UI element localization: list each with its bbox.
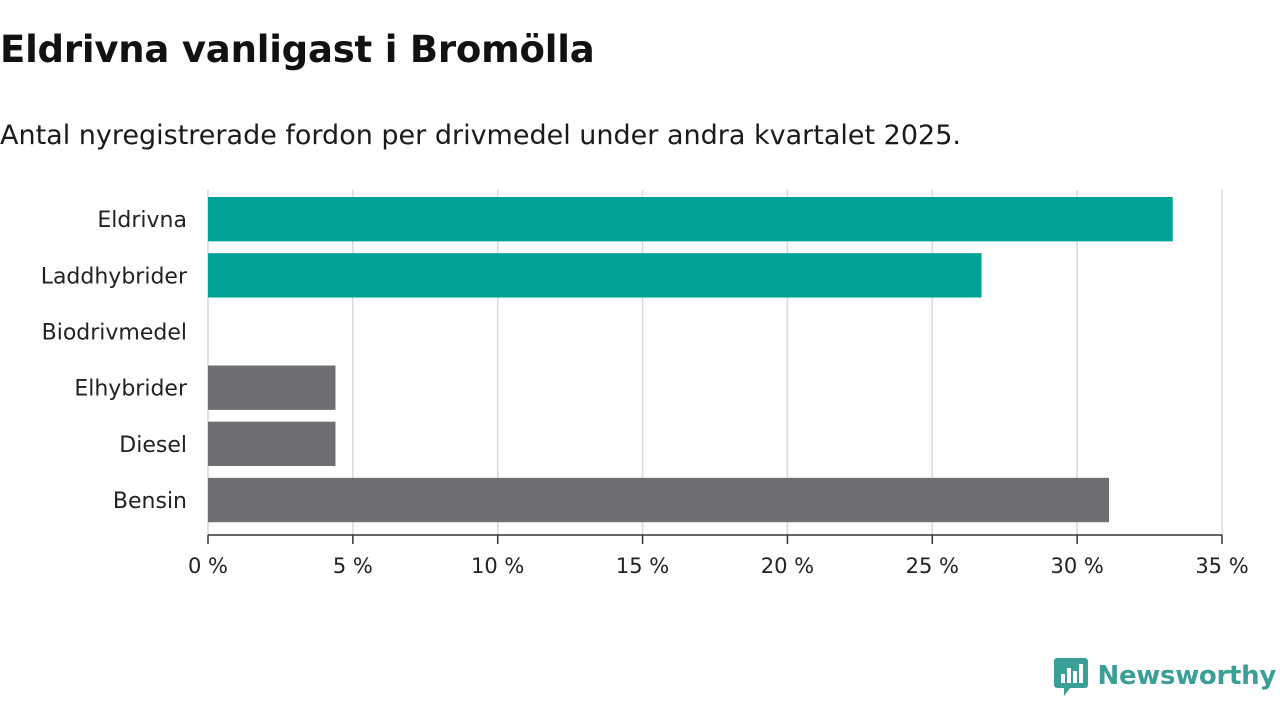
x-tick-label: 35 % — [1195, 554, 1248, 578]
gridlines — [207, 190, 1223, 535]
category-label: Elhybrider — [74, 377, 188, 402]
x-tick-label: 30 % — [1050, 554, 1103, 578]
chart-title: Eldrivna vanligast i Bromölla — [0, 28, 595, 71]
category-label: Diesel — [119, 433, 187, 458]
x-tick-label: 25 % — [906, 554, 959, 578]
category-labels: Eldrivna Laddhybrider Biodrivmedel Elhybrid… — [41, 208, 188, 514]
bar-diesel — [208, 421, 336, 467]
bar-elhybrider — [208, 365, 336, 410]
bars — [208, 197, 1173, 523]
x-tick-label: 5 % — [333, 554, 373, 578]
newsworthy-logo-icon — [1053, 658, 1088, 696]
newsworthy-brand: Newsworthy — [1053, 656, 1277, 696]
category-label: Eldrivna — [97, 208, 187, 233]
category-label: Biodrivmedel — [42, 321, 187, 346]
bar-bensin — [208, 477, 1110, 523]
x-tick-label: 0 % — [188, 554, 228, 578]
bar-chart: 0 % 5 % 10 % 15 % 20 % 25 % 30 % 35 % Eldrivna L… — [41, 190, 1249, 578]
x-tick-label: 20 % — [761, 554, 814, 578]
chart-subtitle: Antal nyregistrerade fordon per drivmede… — [0, 120, 961, 151]
bar-laddhybrider — [208, 253, 982, 298]
x-tick-label: 15 % — [616, 554, 669, 578]
brand-name: Newsworthy — [1097, 661, 1277, 691]
category-label: Laddhybrider — [41, 264, 188, 289]
x-axis: 0 % 5 % 10 % 15 % 20 % 25 % 30 % 35 % — [188, 534, 1249, 578]
category-label: Bensin — [113, 489, 187, 514]
x-tick-label: 10 % — [471, 554, 524, 578]
bar-eldrivna — [208, 197, 1173, 242]
